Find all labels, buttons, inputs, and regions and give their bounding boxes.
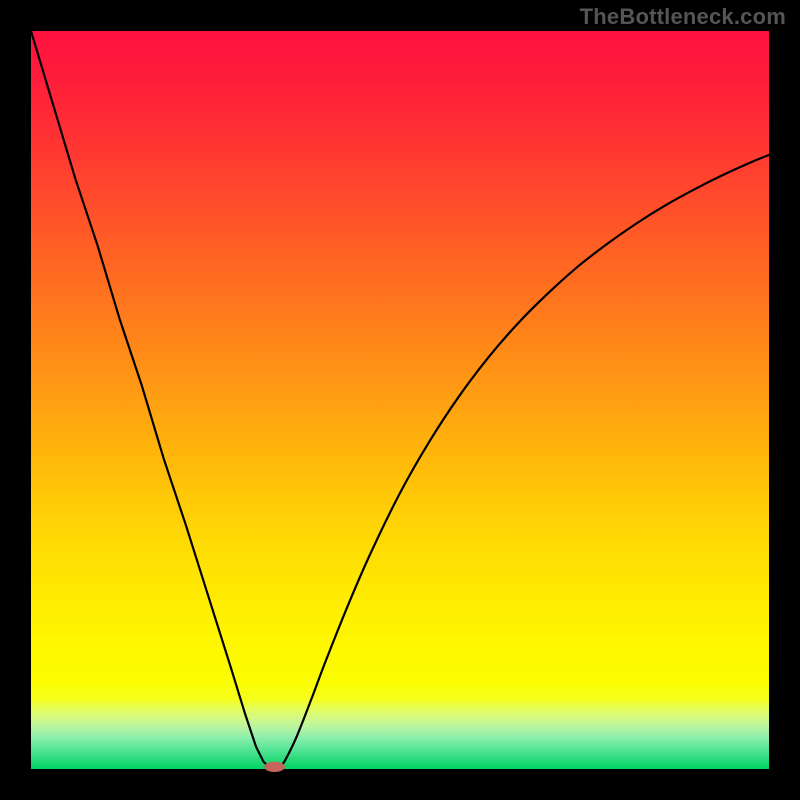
valley-marker (264, 762, 285, 772)
watermark-text: TheBottleneck.com (580, 4, 786, 30)
plot-area (31, 31, 769, 769)
chart-container: TheBottleneck.com (0, 0, 800, 800)
bottleneck-chart (0, 0, 800, 800)
